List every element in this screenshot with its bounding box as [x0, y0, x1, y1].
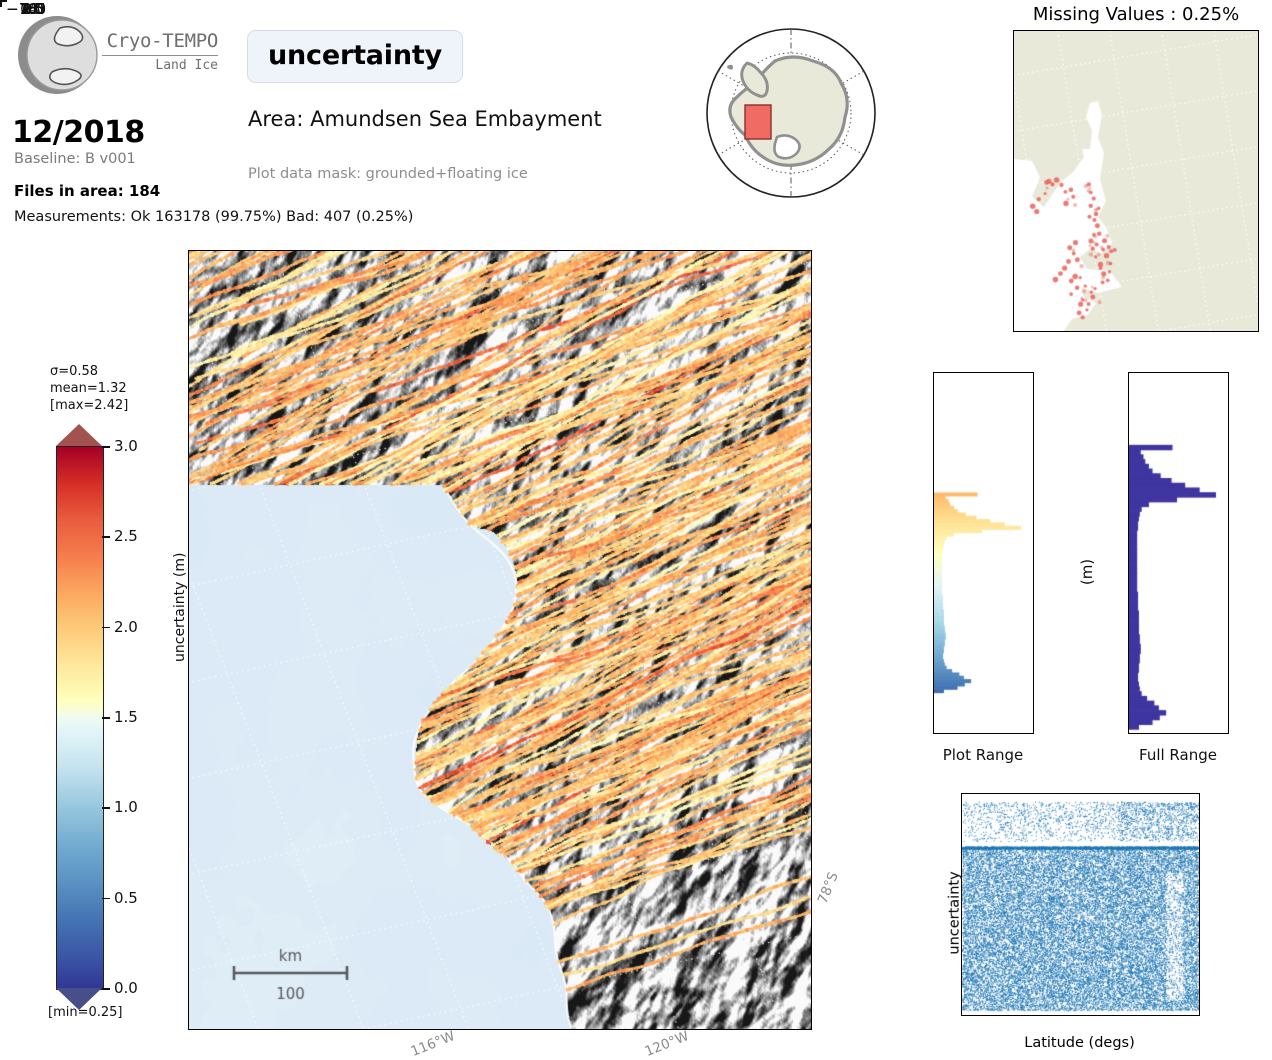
- axis-tick-label: 1.5: [22, 0, 46, 18]
- grid-label-120w: 120°W: [642, 1027, 692, 1060]
- axis-tick-label: 1.0: [22, 0, 46, 18]
- full-range-y-axis-label: (m): [1078, 558, 1097, 586]
- colorbar-tick: [102, 626, 110, 629]
- colorbar-tick-label: 0.5: [114, 888, 138, 907]
- axis-tick-label: 2.0: [22, 0, 46, 18]
- missing-values-panel: [1013, 30, 1259, 332]
- scatter-y-axis-label: uncertainty: [946, 871, 963, 955]
- axis-tick-label: 0.5: [22, 0, 46, 18]
- colorbar-stats: σ=0.58 mean=1.32 [max=2.42]: [50, 363, 128, 414]
- colorbar-max-extend-arrow: [56, 424, 102, 446]
- mean-value: mean=1.32: [50, 381, 127, 397]
- baseline-label: Baseline: B v001: [14, 151, 136, 167]
- colorbar-tick: [102, 536, 110, 538]
- brand-subtitle: Land Ice: [155, 57, 218, 73]
- colorbar-gradient: [56, 446, 104, 990]
- axis-tick-label: −74: [6, 0, 38, 18]
- missing-values-title: Missing Values : 0.25%: [1032, 4, 1240, 25]
- max-value: [max=2.42]: [50, 398, 129, 414]
- axis-tick-label: −78: [6, 0, 38, 18]
- axis-tick-label: 3.0: [22, 0, 46, 18]
- axis-tick-label: 0.0: [22, 0, 46, 18]
- scatter-plot-panel: [961, 793, 1200, 1016]
- antarctica-locator-map: [706, 28, 876, 198]
- axis-tick-label: 0.5: [20, 0, 44, 18]
- colorbar-tick-label: 3.0: [114, 437, 138, 455]
- colorbar-tick-label: 0.0: [114, 979, 138, 997]
- brand-divider: [102, 54, 218, 56]
- area-highlight-box: [744, 104, 772, 140]
- axis-tick-label: 0.5: [22, 0, 46, 18]
- scatter-x-axis-label: Latitude (degs): [1024, 1035, 1135, 1051]
- colorbar-tick-label: 1.0: [114, 798, 138, 817]
- colorbar-tick-label: 2.5: [114, 527, 138, 546]
- axis-tick-label: 2.0: [20, 0, 44, 18]
- area-title: Area: Amundsen Sea Embayment: [248, 107, 602, 131]
- brand-name: Cryo-TEMPO: [106, 30, 219, 52]
- plot-data-mask-note: Plot data mask: grounded+floating ice: [248, 166, 528, 182]
- grid-label-78s: 78°S: [814, 869, 842, 907]
- colorbar-tick: [102, 446, 110, 448]
- axis-tick-label: 2.0: [22, 0, 46, 18]
- measurements-label: Measurements: Ok 163178 (99.75%) Bad: 40…: [14, 209, 414, 225]
- full-range-histogram-panel: [1128, 372, 1229, 734]
- axis-tick: [0, 0, 7, 2]
- grid-label-116w: 116°W: [408, 1027, 458, 1060]
- axis-tick-label: 1.5: [22, 0, 46, 18]
- globe-icon: [18, 16, 98, 94]
- date-label: 12/2018: [12, 115, 145, 150]
- colorbar-tick: [102, 807, 110, 809]
- axis-tick: [0, 0, 2, 7]
- plot-range-label: Plot Range: [942, 746, 1024, 764]
- axis-tick-label: −76: [6, 0, 38, 18]
- colorbar-tick: [102, 988, 110, 990]
- axis-tick-label: 1.0: [22, 0, 46, 18]
- axis-tick-label: 1.0: [20, 0, 44, 18]
- axis-tick-label: 1.5: [20, 0, 44, 18]
- colorbar-tick-label: 1.5: [114, 708, 138, 726]
- brand-logo: Cryo-TEMPO Land Ice: [16, 14, 219, 106]
- colorbar-axis-title: uncertainty (m): [172, 552, 188, 662]
- axis-tick-label: 2.5: [20, 0, 44, 18]
- colorbar-min-note: [min=0.25]: [48, 1005, 123, 1020]
- axis-tick-label: 2.5: [22, 0, 46, 18]
- colorbar-tick-label: 2.0: [114, 617, 138, 636]
- files-in-area-label: Files in area: 184: [14, 182, 161, 200]
- axis-tick-label: 2.5: [22, 0, 46, 18]
- main-map[interactable]: [188, 250, 812, 1030]
- variable-title-badge: uncertainty: [247, 30, 463, 83]
- plot-range-histogram-panel: [933, 372, 1034, 734]
- colorbar-tick: [102, 897, 110, 900]
- colorbar-min-extend-arrow: [56, 988, 102, 1010]
- sigma-value: σ=0.58: [50, 364, 99, 379]
- full-range-label: Full Range: [1139, 746, 1217, 764]
- colorbar: 3.0 2.5 2.0 1.5 1.0 0.5 0.0 uncertainty (m): [56, 424, 188, 1010]
- colorbar-tick: [102, 717, 110, 719]
